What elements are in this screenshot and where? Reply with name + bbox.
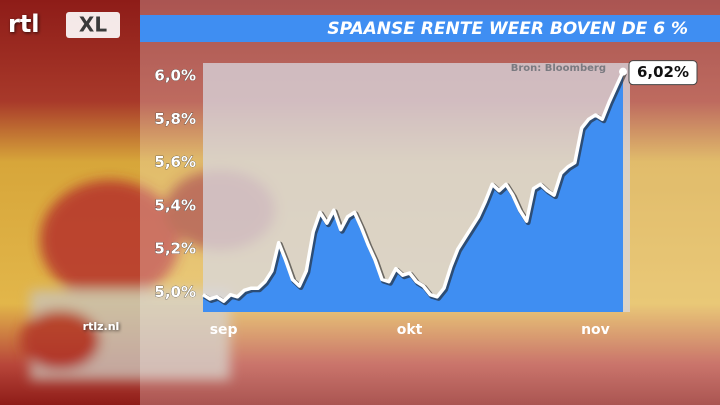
x-tick-label: okt [397,322,423,338]
y-tick-label: 5,8% [154,110,196,128]
y-tick-label: 5,2% [154,240,196,258]
value-label: 6,02% [637,63,689,81]
y-tick-label: 5,4% [154,196,196,214]
y-tick-label: 6,0% [154,66,196,84]
y-tick-label: 5,6% [154,153,196,171]
x-tick-label: nov [581,322,610,338]
line [202,70,625,303]
area [203,71,623,312]
y-tick-label: 5,0% [154,283,196,301]
logo-product: XL [79,13,107,37]
end-point [619,67,627,76]
logo-box [66,12,120,38]
chart-title: SPAANSE RENTE WEER BOVEN DE 6 % [327,19,688,39]
x-tick-label: sep [210,322,238,338]
logo-brand: rtl [8,10,40,38]
website: rtlz.nl [83,320,120,333]
title-bar [140,15,720,42]
source: Bron: Bloomberg [511,63,606,74]
value-label-box [628,60,698,86]
